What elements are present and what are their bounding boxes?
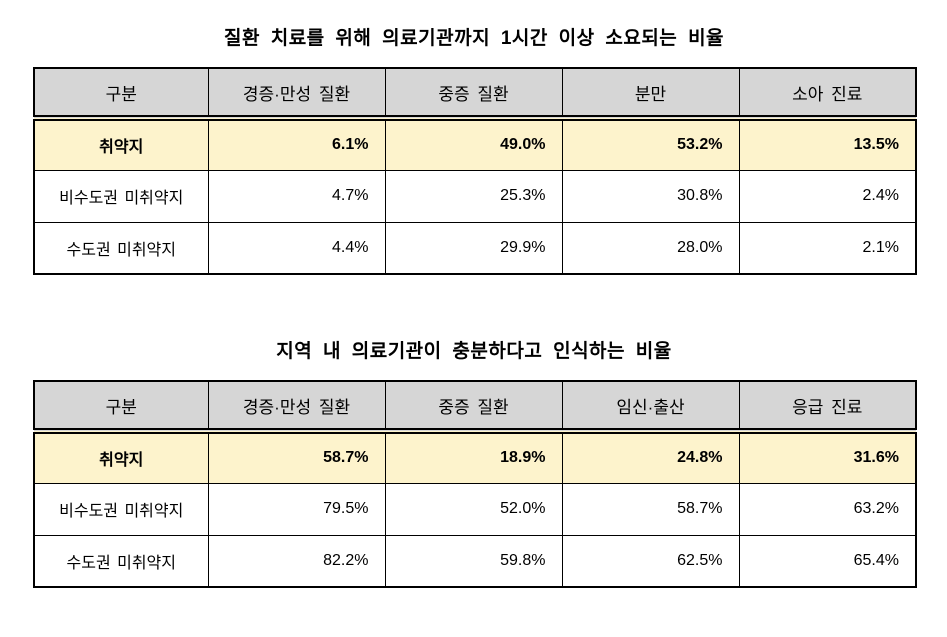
value-cell: 49.0% xyxy=(384,117,563,171)
value-cell: 13.5% xyxy=(738,117,917,171)
value-cell: 79.5% xyxy=(207,482,386,536)
table-row-capital: 수도권 미취약지 4.4% 29.9% 28.0% 2.1% xyxy=(33,221,917,275)
row-label-cell: 취약지 xyxy=(33,117,209,171)
column-header: 중증 질환 xyxy=(384,67,563,121)
value-cell: 53.2% xyxy=(561,117,740,171)
value-cell: 18.9% xyxy=(384,430,563,484)
travel-time-table: 구분 경증·만성 질환 중증 질환 분만 소아 진료 취약지 6.1% 49.0… xyxy=(33,67,917,275)
value-cell: 4.7% xyxy=(207,169,386,223)
column-header: 소아 진료 xyxy=(738,67,917,121)
table-row-noncapital: 비수도권 미취약지 79.5% 52.0% 58.7% 63.2% xyxy=(33,482,917,536)
value-cell: 65.4% xyxy=(738,534,917,588)
value-cell: 58.7% xyxy=(207,430,386,484)
value-cell: 4.4% xyxy=(207,221,386,275)
table-title: 지역 내 의료기관이 충분하다고 인식하는 비율 xyxy=(276,341,672,362)
table-section-travel-time: 질환 치료를 위해 의료기관까지 1시간 이상 소요되는 비율 구분 경증·만성… xyxy=(33,26,917,275)
value-cell: 25.3% xyxy=(384,169,563,223)
value-cell: 31.6% xyxy=(738,430,917,484)
value-cell: 52.0% xyxy=(384,482,563,536)
row-label-cell: 수도권 미취약지 xyxy=(33,534,209,588)
column-header: 경증·만성 질환 xyxy=(207,67,386,121)
value-cell: 6.1% xyxy=(207,117,386,171)
value-cell: 59.8% xyxy=(384,534,563,588)
table-title: 질환 치료를 위해 의료기관까지 1시간 이상 소요되는 비율 xyxy=(223,28,725,49)
column-header: 응급 진료 xyxy=(738,380,917,434)
column-header: 임신·출산 xyxy=(561,380,740,434)
value-cell: 2.4% xyxy=(738,169,917,223)
column-header: 구분 xyxy=(33,380,209,434)
table-section-sufficiency-perception: 지역 내 의료기관이 충분하다고 인식하는 비율 구분 경증·만성 질환 중증 … xyxy=(33,339,917,588)
value-cell: 58.7% xyxy=(561,482,740,536)
table-row-vulnerable: 취약지 6.1% 49.0% 53.2% 13.5% xyxy=(33,117,917,171)
value-cell: 82.2% xyxy=(207,534,386,588)
row-label-cell: 비수도권 미취약지 xyxy=(33,169,209,223)
value-cell: 62.5% xyxy=(561,534,740,588)
table-row-capital: 수도권 미취약지 82.2% 59.8% 62.5% 65.4% xyxy=(33,534,917,588)
table-row-vulnerable: 취약지 58.7% 18.9% 24.8% 31.6% xyxy=(33,430,917,484)
value-cell: 24.8% xyxy=(561,430,740,484)
value-cell: 29.9% xyxy=(384,221,563,275)
column-header: 구분 xyxy=(33,67,209,121)
table-row-noncapital: 비수도권 미취약지 4.7% 25.3% 30.8% 2.4% xyxy=(33,169,917,223)
column-header: 경증·만성 질환 xyxy=(207,380,386,434)
row-label-cell: 비수도권 미취약지 xyxy=(33,482,209,536)
column-header: 중증 질환 xyxy=(384,380,563,434)
row-label-cell: 수도권 미취약지 xyxy=(33,221,209,275)
header-row: 구분 경증·만성 질환 중증 질환 분만 소아 진료 xyxy=(33,67,917,121)
value-cell: 30.8% xyxy=(561,169,740,223)
row-label-cell: 취약지 xyxy=(33,430,209,484)
sufficiency-table: 구분 경증·만성 질환 중증 질환 임신·출산 응급 진료 취약지 58.7% … xyxy=(33,380,917,588)
value-cell: 28.0% xyxy=(561,221,740,275)
value-cell: 63.2% xyxy=(738,482,917,536)
column-header: 분만 xyxy=(561,67,740,121)
value-cell: 2.1% xyxy=(738,221,917,275)
header-row: 구분 경증·만성 질환 중증 질환 임신·출산 응급 진료 xyxy=(33,380,917,434)
